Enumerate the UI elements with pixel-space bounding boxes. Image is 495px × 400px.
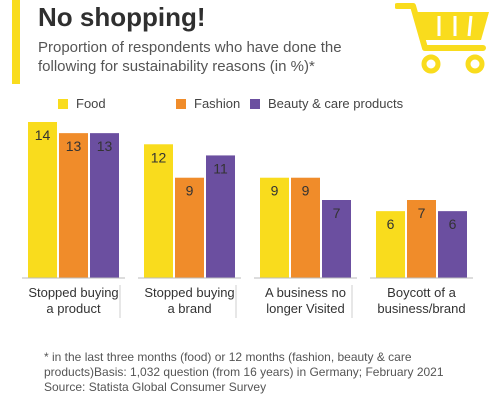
bar-value-label: 14 — [35, 127, 51, 143]
page-title: No shopping! — [38, 2, 206, 32]
category-label: a product — [46, 301, 101, 316]
bar-value-label: 9 — [271, 183, 279, 199]
footnote-source: Source: Statista Global Consumer Survey — [44, 380, 267, 394]
bar-0-3 — [376, 211, 405, 278]
bar-0-2 — [260, 177, 289, 278]
bar-0-1 — [144, 144, 173, 278]
category-label: longer Visited — [266, 301, 345, 316]
legend-swatch-fashion — [176, 98, 186, 109]
legend-item-beauty: Beauty & care products — [250, 96, 403, 111]
bar-1-1 — [175, 177, 204, 278]
footnote-basis: * in the last three months (food) or 12 … — [44, 350, 444, 379]
bar-value-label: 6 — [387, 216, 395, 232]
shopping-cart-icon — [394, 0, 495, 85]
bar-0-0 — [28, 122, 57, 278]
bar-value-label: 9 — [302, 183, 310, 199]
accent-bar — [12, 0, 20, 84]
category-label: a brand — [167, 301, 211, 316]
bar-2-3 — [438, 211, 467, 278]
bar-2-0 — [90, 133, 119, 278]
bar-value-label: 13 — [66, 138, 82, 154]
bar-value-label: 13 — [97, 138, 113, 154]
bar-value-label: 7 — [333, 205, 341, 221]
legend-label-food: Food — [76, 96, 106, 111]
category-label: Boycott of a — [387, 285, 456, 300]
bar-value-label: 12 — [151, 149, 167, 165]
category-label: Stopped buying — [144, 285, 234, 300]
legend-label-fashion: Fashion — [194, 96, 241, 111]
bar-value-label: 7 — [418, 205, 426, 221]
legend-label-beauty: Beauty & care products — [268, 96, 404, 111]
legend-item-food: Food — [58, 96, 106, 111]
category-label: Stopped buying — [28, 285, 118, 300]
footnote: * in the last three months (food) or 12 … — [44, 350, 484, 395]
bar-value-label: 11 — [213, 160, 228, 176]
legend-item-fashion: Fashion — [176, 96, 240, 111]
bar-2-1 — [206, 155, 235, 278]
category-label: business/brand — [377, 301, 465, 316]
legend-swatch-food — [58, 98, 68, 109]
bar-2-2 — [322, 200, 351, 278]
bar-value-label: 9 — [186, 183, 194, 199]
legend-swatch-beauty — [250, 98, 260, 109]
bar-1-2 — [291, 177, 320, 278]
bar-value-label: 6 — [449, 216, 457, 232]
category-label: A business no — [265, 285, 346, 300]
chart-subtitle: Proportion of respondents who have done … — [38, 39, 342, 75]
bar-1-3 — [407, 200, 436, 278]
bar-1-0 — [59, 133, 88, 278]
